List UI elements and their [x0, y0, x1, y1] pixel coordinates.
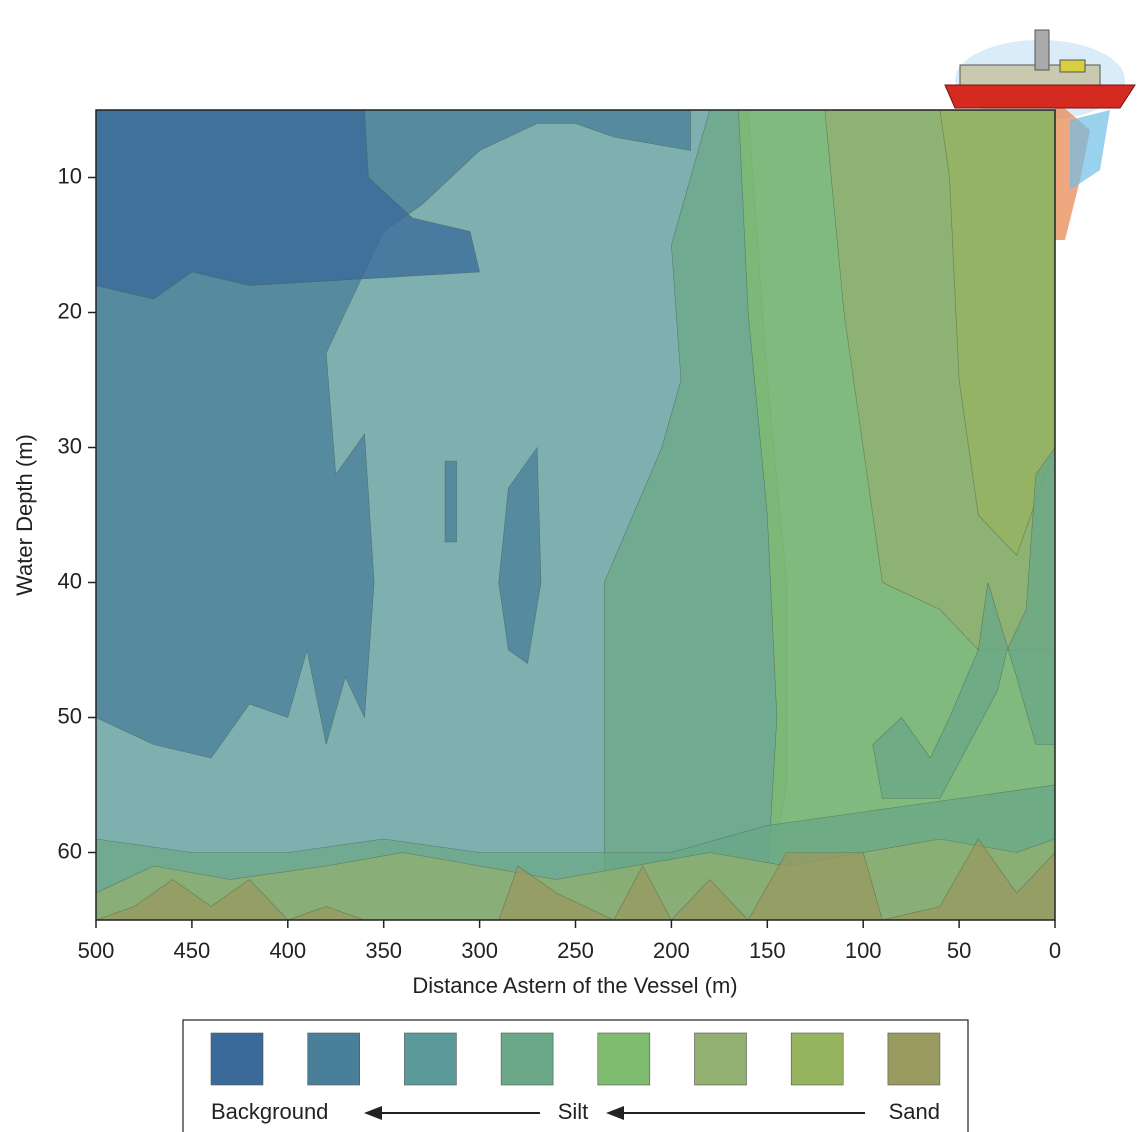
legend-swatch	[597, 1032, 651, 1086]
y-tick-label: 40	[58, 568, 82, 593]
x-tick-label: 100	[845, 938, 882, 963]
contour-region	[95, 109, 480, 300]
legend-swatch	[307, 1032, 361, 1086]
legend-swatch	[500, 1032, 554, 1086]
legend-arrows	[364, 1106, 865, 1120]
x-tick-label: 400	[269, 938, 306, 963]
legend-swatch	[210, 1032, 264, 1086]
y-tick-label: 50	[58, 703, 82, 728]
legend-swatch	[694, 1032, 747, 1086]
x-tick-label: 450	[174, 938, 211, 963]
plot-area	[95, 109, 1056, 921]
legend-label: Sand	[889, 1099, 940, 1124]
y-tick-label: 60	[58, 838, 82, 863]
x-tick-label: 350	[365, 938, 402, 963]
x-tick-label: 150	[749, 938, 786, 963]
legend-swatch	[404, 1032, 457, 1086]
x-tick-label: 300	[461, 938, 498, 963]
y-axis-label: Water Depth (m)	[12, 434, 37, 596]
x-tick-label: 200	[653, 938, 690, 963]
y-tick-label: 20	[58, 298, 82, 323]
contour-region	[872, 446, 1056, 799]
x-tick-label: 0	[1049, 938, 1061, 963]
x-tick-label: 500	[78, 938, 115, 963]
y-tick-label: 30	[58, 433, 82, 458]
x-axis-label: Distance Astern of the Vessel (m)	[412, 973, 737, 998]
legend-swatch	[887, 1032, 941, 1086]
contour-region	[95, 838, 1056, 921]
legend-label: Background	[211, 1099, 328, 1124]
y-tick-label: 10	[58, 163, 82, 188]
legend-swatch	[790, 1032, 844, 1086]
contour-region	[444, 460, 457, 543]
x-tick-label: 250	[557, 938, 594, 963]
vessel-illustration	[944, 29, 1136, 240]
legend-label: Silt	[558, 1099, 589, 1124]
contour-region	[498, 446, 542, 665]
x-tick-label: 50	[947, 938, 971, 963]
